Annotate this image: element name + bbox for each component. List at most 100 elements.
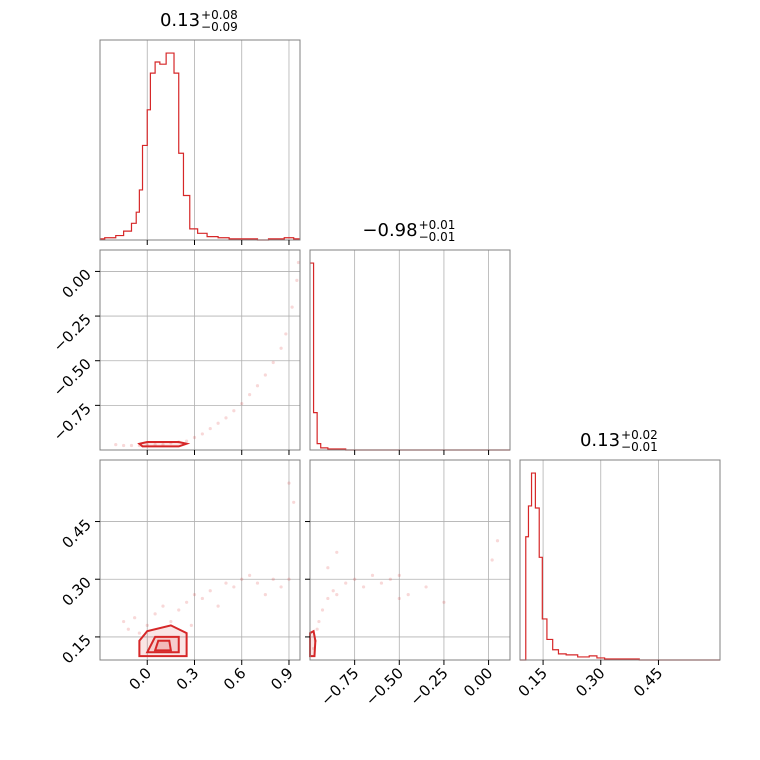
scatter-1-0-scatter-point (248, 393, 252, 397)
scatter-2-0-ytick-label: 0.45 (58, 516, 94, 552)
hist-2-xtick-label: 0.15 (515, 664, 551, 700)
scatter-2-1-scatter-point (326, 596, 330, 601)
scatter-2-0-frame (99, 459, 301, 661)
scatter-2-0-scatter-point (255, 581, 260, 585)
scatter-1-0-scatter-point (185, 439, 189, 443)
scatter-2-1-frame (309, 459, 511, 661)
scatter-2-1-scatter-point (361, 585, 366, 589)
panel-title-1: −0.98 +0.01−0.01 (362, 218, 455, 244)
scatter-2-1-scatter-point (326, 566, 330, 570)
hist-2-frame (519, 459, 721, 661)
scatter-2-0-scatter-point (240, 577, 244, 581)
scatter-2-1-xtick-label: 0.00 (460, 664, 496, 700)
scatter-2-0-contour-2 (153, 639, 173, 652)
scatter-2-1-xtick-label: −0.75 (317, 664, 362, 709)
scatter-1-0-scatter-point (192, 435, 197, 440)
scatter-1-0-scatter-point (296, 260, 301, 265)
panel-title-0: 0.13 +0.08−0.09 (160, 8, 238, 34)
panel-title-2: 0.13 +0.02−0.01 (580, 428, 658, 454)
scatter-2-1-scatter-point (406, 593, 410, 597)
title-value: 0.13 (160, 10, 200, 31)
scatter-1-0-frame (99, 249, 301, 451)
scatter-2-0-scatter-point (192, 593, 197, 597)
scatter-2-0-ytick-label: 0.30 (58, 573, 94, 609)
title-value: −0.98 (362, 220, 417, 241)
scatter-2-0-scatter-point (224, 581, 228, 585)
frame-layer (99, 39, 721, 661)
title-plus: +0.01 (419, 218, 456, 232)
scatter-2-0-scatter-point (287, 577, 291, 581)
title-minus: −0.01 (621, 440, 658, 454)
scatter-2-1-scatter-point (442, 600, 446, 604)
scatter-1-0-scatter-point (290, 305, 294, 309)
scatter-2-0-xtick-label: 0.0 (125, 664, 155, 694)
scatter-2-0-scatter-point (177, 608, 181, 612)
scatter-2-1-scatter-point (379, 581, 384, 585)
scatter-2-0-ytick-label: 0.15 (58, 631, 94, 667)
scatter-2-0-scatter-point (126, 627, 130, 631)
scatter-1-0-ytick-label: −0.75 (50, 399, 95, 444)
hist-1-histogram-line (310, 262, 510, 451)
scatter-2-1-scatter-point (388, 577, 392, 581)
scatter-1-0-scatter-point (255, 384, 260, 388)
scatter-2-1-scatter-point (495, 539, 500, 543)
scatter-2-1-scatter-point (315, 627, 319, 631)
scatter-2-0-scatter-point (137, 631, 141, 635)
scatter-1-0-scatter-point (240, 401, 244, 406)
scatter-2-0-scatter-point (200, 596, 204, 601)
scatter-2-1-scatter-point (335, 550, 339, 554)
scatter-2-1-scatter-point (353, 577, 357, 581)
hist-0-histogram-line (100, 52, 300, 241)
scatter-2-0-scatter-point (133, 616, 137, 620)
scatter-2-1-xtick-label: −0.25 (407, 664, 452, 709)
title-minus: −0.01 (419, 230, 456, 244)
scatter-2-0-scatter-point (153, 612, 157, 616)
scatter-2-0-xtick-label: 0.6 (220, 664, 250, 694)
scatter-2-0-scatter-point (145, 623, 149, 627)
scatter-1-0-scatter-point (114, 443, 118, 447)
hist-2-histogram-line (520, 472, 720, 661)
scatter-2-0-scatter-point (263, 593, 267, 597)
scatter-1-0-scatter-point (295, 278, 299, 282)
scatter-2-0-scatter-point (208, 589, 212, 593)
scatter-2-1-scatter-point (490, 558, 494, 562)
scatter-1-0-scatter-point (122, 443, 126, 448)
scatter-1-0-ytick-label: −0.25 (50, 310, 95, 355)
scatter-1-0-scatter-point (200, 432, 204, 436)
title-layer: 0.13 +0.08−0.09−0.98 +0.01−0.010.13 +0.02−0… (160, 8, 658, 454)
scatter-1-0-scatter-point (271, 360, 275, 365)
title-plus: +0.08 (201, 8, 238, 22)
scatter-2-1-contour-0 (309, 629, 317, 658)
scatter-2-0-scatter-point (189, 623, 193, 627)
hist-2-xtick-label: 0.30 (572, 664, 608, 700)
scatter-1-0-scatter-point (284, 332, 288, 336)
scatter-2-0-scatter-point (185, 600, 189, 604)
scatter-1-0-scatter-point (216, 421, 220, 425)
scatter-1-0-scatter-point (129, 443, 134, 448)
scatter-1-0-ytick-label: 0.00 (58, 266, 94, 302)
scatter-1-0-scatter-point (279, 346, 283, 350)
scatter-1-0-ytick-label: −0.50 (50, 355, 95, 400)
scatter-2-0-xtick-label: 0.9 (267, 664, 297, 694)
scatter-2-0-scatter-point (271, 577, 275, 581)
scatter-2-1-scatter-point (397, 596, 401, 601)
hist-0-frame (99, 39, 301, 241)
scatter-2-1-scatter-point (344, 581, 348, 585)
scatter-1-0-scatter-point (224, 416, 228, 420)
scatter-2-0-scatter-point (232, 585, 236, 589)
scatter-2-0-scatter-point (287, 481, 291, 485)
scatter-1-0-scatter-point (263, 373, 267, 377)
scatter-2-1-scatter-point (320, 608, 325, 612)
title-minus: −0.09 (201, 20, 238, 34)
hist-1-frame (309, 249, 511, 451)
scatter-2-1-scatter-point (397, 573, 401, 577)
hist-2-xtick-label: 0.45 (630, 664, 666, 700)
scatter-1-0-scatter-point (208, 426, 212, 431)
scatter-2-0-scatter-point (122, 619, 126, 624)
scatter-2-0-scatter-point (292, 500, 296, 504)
title-value: 0.13 (580, 430, 620, 451)
title-plus: +0.02 (621, 428, 658, 442)
scatter-1-0-scatter-point (232, 409, 236, 413)
grid-layer (100, 40, 659, 660)
